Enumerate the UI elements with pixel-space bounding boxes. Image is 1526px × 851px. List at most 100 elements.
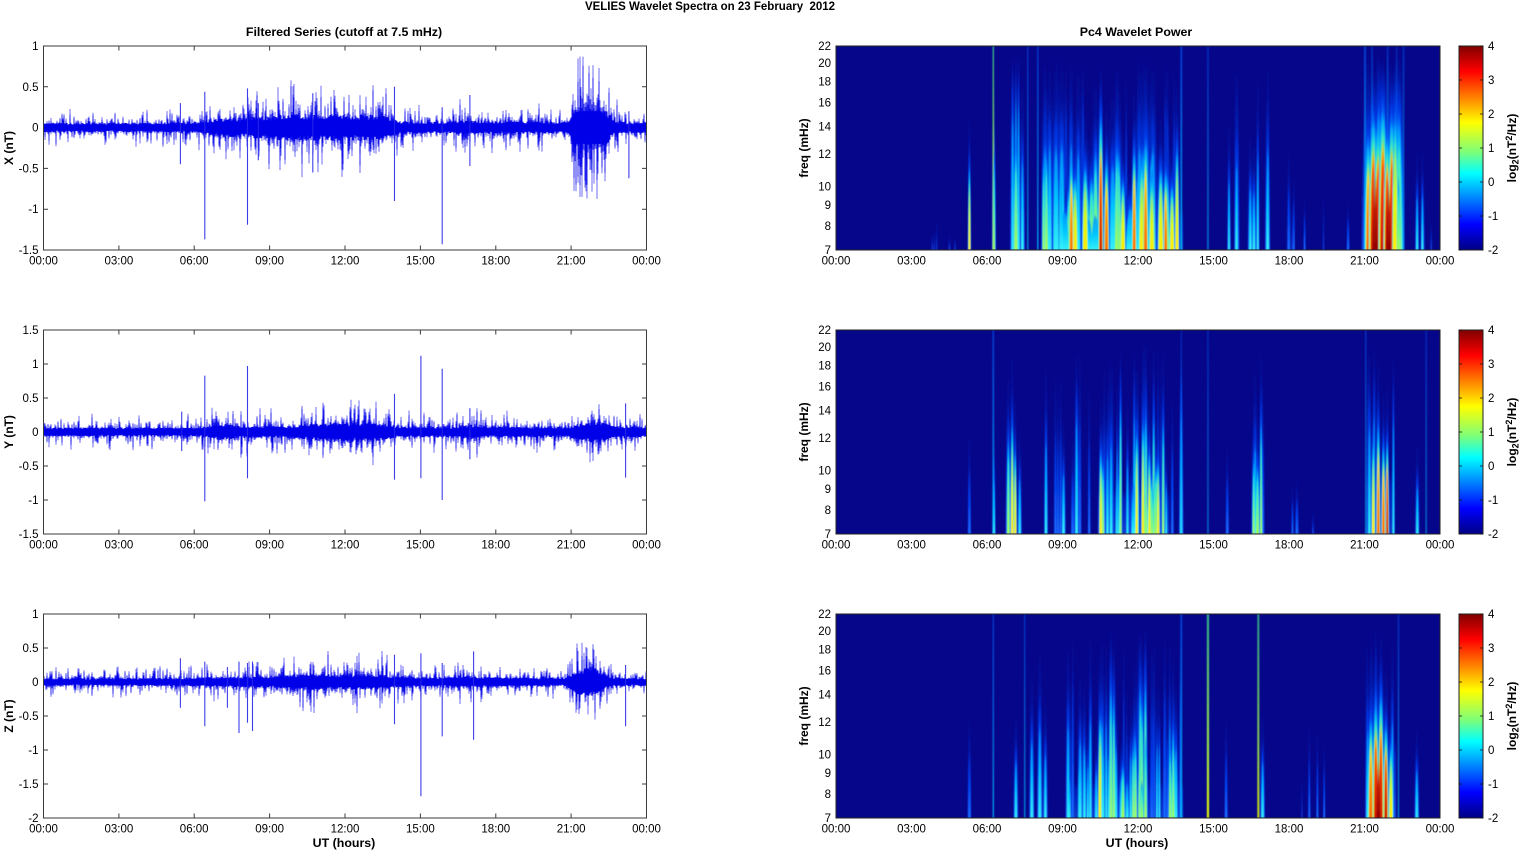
svg-text:2: 2 (1488, 677, 1494, 689)
svg-text:21:00: 21:00 (1350, 256, 1379, 268)
svg-text:18:00: 18:00 (481, 540, 510, 552)
svg-text:22: 22 (818, 325, 831, 337)
svg-text:14: 14 (818, 122, 831, 134)
svg-text:-0.5: -0.5 (19, 461, 39, 473)
svg-text:09:00: 09:00 (1048, 824, 1077, 836)
svg-text:20: 20 (818, 58, 831, 70)
svg-text:1: 1 (1488, 711, 1494, 723)
svg-text:16: 16 (818, 98, 831, 110)
svg-text:1: 1 (32, 609, 38, 621)
svg-text:-2: -2 (28, 813, 38, 825)
svg-text:03:00: 03:00 (897, 824, 926, 836)
svg-text:15:00: 15:00 (1199, 256, 1228, 268)
svg-text:7: 7 (825, 245, 831, 257)
svg-text:7: 7 (825, 813, 831, 825)
svg-text:15:00: 15:00 (406, 824, 435, 836)
svg-text:-1: -1 (28, 495, 38, 507)
svg-text:14: 14 (818, 406, 831, 418)
svg-text:12:00: 12:00 (1124, 540, 1153, 552)
svg-text:3: 3 (1488, 643, 1494, 655)
svg-text:12: 12 (818, 149, 831, 161)
svg-text:7: 7 (825, 529, 831, 541)
svg-text:9: 9 (825, 200, 831, 212)
svg-text:16: 16 (818, 382, 831, 394)
svg-text:log2(nT2/Hz): log2(nT2/Hz) (1504, 682, 1521, 751)
svg-text:18:00: 18:00 (1275, 824, 1304, 836)
svg-text:1: 1 (32, 359, 38, 371)
svg-text:4: 4 (1488, 41, 1495, 53)
svg-text:2: 2 (1488, 109, 1494, 121)
svg-text:Filtered Series (cutoff at 7.5: Filtered Series (cutoff at 7.5 mHz) (246, 25, 442, 39)
svg-text:9: 9 (825, 484, 831, 496)
svg-text:Z (nT): Z (nT) (2, 699, 16, 732)
svg-text:9: 9 (825, 768, 831, 780)
svg-text:12:00: 12:00 (331, 824, 360, 836)
svg-text:-2: -2 (1488, 813, 1498, 825)
svg-text:18: 18 (818, 645, 831, 657)
svg-text:00:00: 00:00 (822, 540, 851, 552)
svg-text:4: 4 (1488, 609, 1495, 621)
svg-text:21:00: 21:00 (557, 256, 586, 268)
svg-text:06:00: 06:00 (973, 824, 1002, 836)
svg-text:15:00: 15:00 (1199, 540, 1228, 552)
svg-text:10: 10 (818, 750, 831, 762)
svg-text:8: 8 (825, 505, 831, 517)
svg-text:freq (mHz): freq (mHz) (797, 118, 811, 177)
svg-text:VELIES Wavelet Spectra on 23 F: VELIES Wavelet Spectra on 23 February 20… (585, 1, 835, 13)
svg-text:-1: -1 (28, 745, 38, 757)
svg-text:09:00: 09:00 (255, 256, 284, 268)
svg-text:20: 20 (818, 342, 831, 354)
svg-text:0: 0 (32, 427, 38, 439)
svg-text:09:00: 09:00 (255, 540, 284, 552)
svg-text:2: 2 (1488, 393, 1494, 405)
svg-text:-2: -2 (1488, 529, 1498, 541)
svg-text:-2: -2 (1488, 245, 1498, 257)
svg-text:12: 12 (818, 433, 831, 445)
svg-text:10: 10 (818, 466, 831, 478)
svg-text:00:00: 00:00 (822, 256, 851, 268)
svg-text:-1.5: -1.5 (19, 779, 39, 791)
svg-text:3: 3 (1488, 359, 1494, 371)
svg-text:0: 0 (32, 677, 38, 689)
svg-text:12:00: 12:00 (331, 540, 360, 552)
svg-text:-0.5: -0.5 (19, 163, 39, 175)
svg-text:21:00: 21:00 (1350, 540, 1379, 552)
svg-text:09:00: 09:00 (1048, 256, 1077, 268)
svg-text:00:00: 00:00 (1426, 256, 1455, 268)
svg-text:X (nT): X (nT) (2, 131, 16, 165)
svg-text:0: 0 (1488, 177, 1494, 189)
svg-text:15:00: 15:00 (406, 256, 435, 268)
svg-text:-1: -1 (1488, 779, 1498, 791)
svg-text:1: 1 (1488, 427, 1494, 439)
svg-text:22: 22 (818, 41, 831, 53)
svg-text:22: 22 (818, 609, 831, 621)
svg-text:18: 18 (818, 361, 831, 373)
svg-text:03:00: 03:00 (105, 256, 134, 268)
svg-text:Y (nT): Y (nT) (2, 415, 16, 449)
svg-text:8: 8 (825, 221, 831, 233)
svg-text:-1: -1 (28, 204, 38, 216)
svg-text:4: 4 (1488, 325, 1495, 337)
svg-text:18:00: 18:00 (1275, 540, 1304, 552)
svg-text:log2(nT2/Hz): log2(nT2/Hz) (1504, 398, 1521, 467)
svg-text:06:00: 06:00 (180, 540, 209, 552)
svg-text:00:00: 00:00 (29, 256, 58, 268)
svg-text:0.5: 0.5 (23, 643, 39, 655)
svg-text:0.5: 0.5 (23, 82, 39, 94)
svg-text:00:00: 00:00 (632, 824, 661, 836)
svg-text:03:00: 03:00 (105, 540, 134, 552)
svg-text:03:00: 03:00 (897, 540, 926, 552)
svg-text:8: 8 (825, 789, 831, 801)
svg-text:06:00: 06:00 (973, 256, 1002, 268)
svg-text:15:00: 15:00 (406, 540, 435, 552)
svg-text:12:00: 12:00 (331, 256, 360, 268)
svg-text:09:00: 09:00 (255, 824, 284, 836)
svg-text:00:00: 00:00 (1426, 540, 1455, 552)
svg-text:00:00: 00:00 (822, 824, 851, 836)
svg-text:1: 1 (1488, 143, 1494, 155)
svg-text:00:00: 00:00 (632, 256, 661, 268)
svg-text:freq (mHz): freq (mHz) (797, 402, 811, 461)
svg-text:18:00: 18:00 (1275, 256, 1304, 268)
svg-text:0: 0 (1488, 461, 1494, 473)
svg-text:06:00: 06:00 (180, 256, 209, 268)
